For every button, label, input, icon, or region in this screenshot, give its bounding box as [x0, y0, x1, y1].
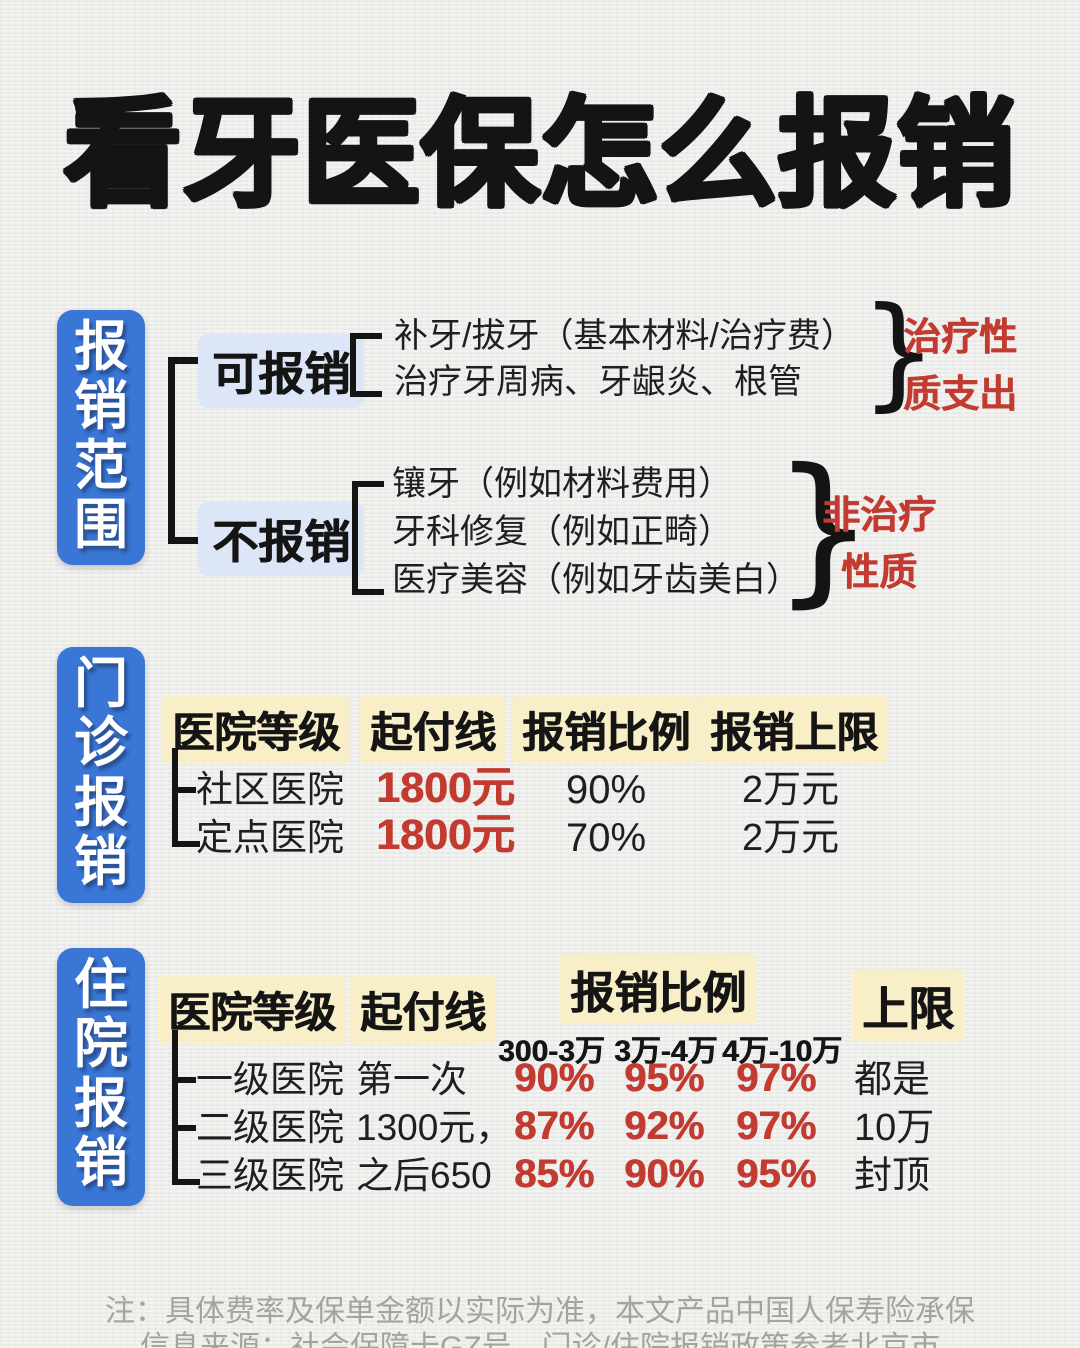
ratio-band-label: 4万-10万 [722, 1035, 843, 1068]
outpatient-hospital-cell: 社区医院 [196, 769, 344, 810]
outpatient-header-ratio: 报销比例 [512, 696, 701, 763]
inpatient-deductible-cell: 第一次 [356, 1059, 467, 1100]
footnote-line-2: 信息来源：社会保障卡GZ号，门诊/住院报销政策参考北京市 [140, 1331, 940, 1348]
outpatient-header-hospital: 医院等级 [162, 696, 351, 763]
ratio-band-label: 3万-4万 [614, 1035, 718, 1068]
inpatient-ratio-cell: 97% [736, 1056, 817, 1100]
reimbursable-item: 治疗牙周病、牙龈炎、根管 [394, 363, 802, 401]
inpatient-ratio-cell: 92% [624, 1104, 705, 1148]
section-tag-inpatient: 住院报销 [57, 948, 145, 1206]
note-line: 质支出 [902, 374, 1017, 416]
inpatient-header-ratio: 报销比例 [560, 954, 756, 1024]
inpatient-ratio-cell: 90% [624, 1152, 705, 1196]
inpatient-ratio-cell: 97% [736, 1104, 817, 1148]
page-title: 看牙医保怎么报销 [63, 89, 1016, 221]
outpatient-cap-cell: 2万元 [742, 769, 840, 811]
non-reimbursable-item: 医疗美容（例如牙齿美白） [392, 561, 800, 599]
inpatient-ratio-cell: 87% [514, 1104, 595, 1148]
inpatient-tree-stub [178, 1125, 196, 1131]
section-tag-outpatient: 门诊报销 [57, 647, 145, 903]
non-reimbursable-item: 镶牙（例如材料费用） [392, 465, 732, 503]
inpatient-deductible-cell: 1300元， [356, 1107, 513, 1148]
outpatient-header-cap: 报销上限 [700, 696, 889, 763]
outpatient-header-deductible: 起付线 [360, 696, 507, 763]
reimbursable-item: 补牙/拔牙（基本材料/治疗费） [394, 317, 855, 355]
non-reimbursable-item: 牙科修复（例如正畸） [392, 513, 732, 551]
note-line: 治疗性 [902, 317, 1017, 359]
note-line: 性质 [840, 552, 917, 594]
inpatient-cap-cell: 封顶 [854, 1155, 931, 1197]
non-treatment-nature-note: 非治疗 性质 [812, 488, 946, 602]
inpatient-ratio-cell: 85% [514, 1152, 595, 1196]
non-reimbursable-items-bracket [352, 481, 384, 595]
inpatient-ratio-cell: 95% [624, 1056, 705, 1100]
outpatient-tree-corner [172, 748, 200, 847]
ratio-band-label: 300-3万 [498, 1035, 605, 1068]
inpatient-ratio-cell: 90% [514, 1056, 595, 1100]
inpatient-deductible-cell: 之后650 [356, 1155, 492, 1196]
inpatient-hospital-cell: 二级医院 [196, 1107, 344, 1148]
section-tag-scope: 报销范围 [57, 310, 145, 565]
reimbursable-items-bracket [350, 333, 382, 397]
note-line: 非治疗 [821, 495, 936, 537]
outpatient-ratio-cell: 90% [566, 768, 647, 812]
inpatient-hospital-cell: 一级医院 [196, 1059, 344, 1100]
inpatient-header-hospital: 医院等级 [158, 976, 347, 1043]
outpatient-hospital-cell: 定点医院 [196, 817, 344, 858]
outpatient-cap-cell: 2万元 [742, 817, 840, 859]
inpatient-cap-cell: 都是 [854, 1059, 931, 1101]
inpatient-hospital-cell: 三级医院 [196, 1155, 344, 1196]
outpatient-tree-stub [178, 787, 196, 793]
scope-main-bracket [168, 357, 205, 544]
treatment-nature-note: 治疗性 质支出 [898, 310, 1022, 424]
inpatient-ratio-cell: 95% [736, 1152, 817, 1196]
inpatient-header-deductible: 起付线 [350, 976, 497, 1043]
inpatient-header-cap: 上限 [852, 970, 964, 1042]
curly-brace-icon: } [860, 281, 938, 423]
curly-brace-icon: } [772, 435, 876, 623]
outpatient-deductible-cell: 1800元 [376, 764, 515, 812]
inpatient-tree-corner [172, 1030, 200, 1185]
outpatient-deductible-cell: 1800元 [376, 811, 515, 859]
inpatient-cap-cell: 10万 [854, 1107, 935, 1149]
chip-reimbursable: 可报销 [198, 334, 364, 408]
footnote-line-1: 注：具体费率及保单金额以实际为准，本文产品中国人保寿险承保 [105, 1295, 975, 1328]
chip-non-reimbursable: 不报销 [198, 502, 364, 576]
outpatient-ratio-cell: 70% [566, 816, 647, 860]
inpatient-tree-stub [178, 1077, 196, 1083]
